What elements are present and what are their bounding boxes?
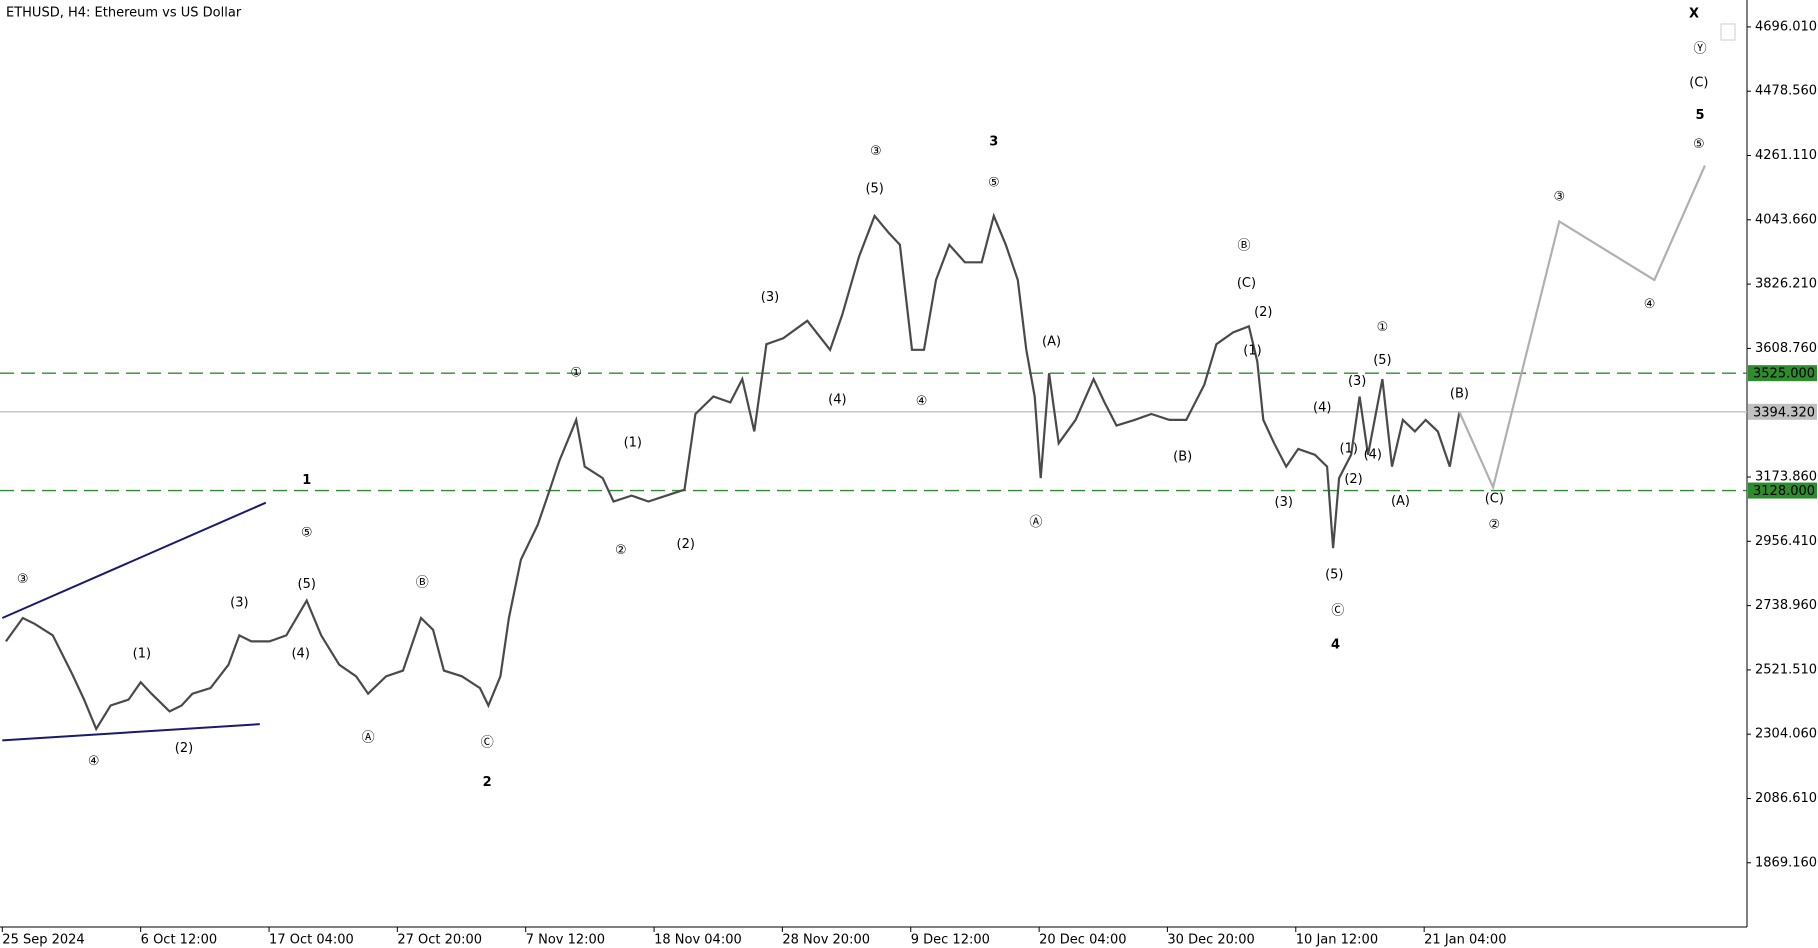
panel-icon xyxy=(1720,23,1736,41)
x-tick-label: 17 Oct 04:00 xyxy=(269,933,354,948)
wave-label: (5) xyxy=(298,577,316,592)
y-tick-label: 4478.560 xyxy=(1755,84,1817,99)
y-tick-label: 4696.010 xyxy=(1755,19,1817,34)
y-tick-label: 2738.960 xyxy=(1755,598,1817,613)
wave-label: 2 xyxy=(483,775,492,790)
x-tick-label: 6 Oct 12:00 xyxy=(141,933,217,948)
y-tick-label: 3826.210 xyxy=(1755,277,1817,292)
trendline xyxy=(1,501,267,619)
wave-label: ⑤ xyxy=(1693,137,1705,152)
wave-label: ② xyxy=(615,543,627,558)
wave-label: ① xyxy=(570,366,582,381)
wave-label: (B) xyxy=(1450,387,1469,402)
wave-label: ④ xyxy=(1644,297,1656,312)
wave-label: ③ xyxy=(17,572,29,587)
wave-label: (A) xyxy=(1042,334,1061,349)
y-tick-label: 3608.760 xyxy=(1755,341,1817,356)
price-line xyxy=(5,212,1461,732)
wave-label: (2) xyxy=(677,537,695,552)
chart-title: ETHUSD, H4: Ethereum vs US Dollar xyxy=(6,6,242,21)
level-label: 3394.320 xyxy=(1753,405,1815,420)
y-tick-label: 2956.410 xyxy=(1755,534,1817,549)
y-tick-label: 2521.510 xyxy=(1755,662,1817,677)
level-label-box xyxy=(1748,365,1817,382)
level-label-box xyxy=(1748,482,1817,499)
level-label: 3525.000 xyxy=(1753,367,1815,382)
price-line xyxy=(1458,165,1706,491)
level-label-box xyxy=(1748,403,1817,420)
wave-label: Ⓒ xyxy=(1331,603,1344,618)
wave-label: (1) xyxy=(1340,441,1358,456)
x-tick-label: 30 Dec 20:00 xyxy=(1167,933,1254,948)
wave-label: (3) xyxy=(1275,495,1293,510)
x-tick-label: 25 Sep 2024 xyxy=(2,933,84,948)
wave-label: ① xyxy=(1377,320,1389,335)
wave-label: Ⓐ xyxy=(362,731,375,746)
wave-label: ③ xyxy=(1553,190,1565,205)
wave-label: ② xyxy=(1488,517,1500,532)
wave-label: 3 xyxy=(989,135,998,150)
wave-label: (1) xyxy=(624,436,642,451)
x-tick-label: 20 Dec 04:00 xyxy=(1039,933,1126,948)
wave-label: (4) xyxy=(1364,447,1382,462)
wave-label: ③ xyxy=(870,144,882,159)
wave-label: Ⓐ xyxy=(1029,515,1042,530)
x-tick-label: 10 Jan 12:00 xyxy=(1296,933,1378,948)
wave-label: (A) xyxy=(1391,494,1410,509)
x-tick-label: 27 Oct 20:00 xyxy=(397,933,482,948)
wave-label: (1) xyxy=(133,647,151,662)
wave-label: (2) xyxy=(1254,305,1272,320)
wave-label: (3) xyxy=(230,595,248,610)
wave-label: 1 xyxy=(302,473,311,488)
x-tick-label: 28 Nov 20:00 xyxy=(782,933,870,948)
wave-label: (2) xyxy=(1344,472,1362,487)
wave-label: ⑤ xyxy=(301,525,313,540)
x-tick-label: 7 Nov 12:00 xyxy=(526,933,605,948)
y-tick-label: 4043.660 xyxy=(1755,212,1817,227)
y-tick-label: 2304.060 xyxy=(1755,727,1817,742)
wave-label: (5) xyxy=(1325,567,1343,582)
wave-label: ④ xyxy=(88,754,100,769)
wave-label: (5) xyxy=(865,181,883,196)
trendline xyxy=(2,723,260,742)
wave-label: (C) xyxy=(1485,492,1504,507)
wave-label: (C) xyxy=(1689,75,1708,90)
wave-label: (2) xyxy=(175,741,193,756)
y-tick-label: 2086.610 xyxy=(1755,791,1817,806)
level-label: 3128.000 xyxy=(1753,484,1815,499)
y-tick-label: 1869.160 xyxy=(1755,855,1817,870)
wave-label: Ⓨ xyxy=(1694,42,1707,57)
y-tick-label: 3173.860 xyxy=(1755,469,1817,484)
wave-label: (4) xyxy=(1313,401,1331,416)
wave-label: (1) xyxy=(1243,343,1261,358)
x-tick-label: 18 Nov 04:00 xyxy=(654,933,742,948)
wave-label: ⑤ xyxy=(988,176,1000,191)
wave-label: (4) xyxy=(828,393,846,408)
wave-label: Ⓑ xyxy=(416,576,429,591)
y-tick-label: 4261.110 xyxy=(1755,148,1817,163)
wave-label: (4) xyxy=(291,647,309,662)
wave-label: (C) xyxy=(1237,276,1256,291)
wave-label: 4 xyxy=(1331,637,1340,652)
wave-label: Ⓑ xyxy=(1238,239,1251,254)
x-tick-label: 21 Jan 04:00 xyxy=(1424,933,1506,948)
wave-label: ④ xyxy=(916,394,928,409)
wave-label: (3) xyxy=(761,290,779,305)
x-tick-label: 9 Dec 12:00 xyxy=(911,933,990,948)
wave-label: (5) xyxy=(1373,353,1391,368)
wave-label: X xyxy=(1689,7,1699,22)
wave-label: 5 xyxy=(1696,108,1705,123)
wave-label: Ⓒ xyxy=(481,735,494,750)
wave-label: (3) xyxy=(1348,374,1366,389)
wave-label: (B) xyxy=(1173,450,1192,465)
